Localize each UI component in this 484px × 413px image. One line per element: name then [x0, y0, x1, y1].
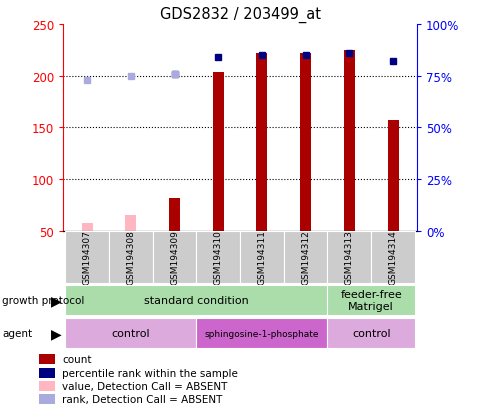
- Bar: [387, 121, 398, 231]
- Text: percentile rank within the sample: percentile rank within the sample: [62, 368, 238, 377]
- Bar: [65, 231, 109, 283]
- Text: ▶: ▶: [50, 294, 61, 308]
- Bar: [152, 231, 196, 283]
- Text: GSM194311: GSM194311: [257, 230, 266, 285]
- Text: GSM194310: GSM194310: [213, 230, 222, 285]
- Text: feeder-free
Matrigel: feeder-free Matrigel: [340, 290, 401, 311]
- Bar: [300, 54, 310, 231]
- Text: ▶: ▶: [50, 326, 61, 340]
- Bar: [39, 381, 55, 391]
- Text: growth protocol: growth protocol: [2, 296, 85, 306]
- Text: rank, Detection Call = ABSENT: rank, Detection Call = ABSENT: [62, 394, 222, 404]
- Bar: [256, 54, 267, 231]
- Bar: [327, 231, 370, 283]
- Bar: [283, 231, 327, 283]
- Bar: [39, 368, 55, 377]
- Title: GDS2832 / 203499_at: GDS2832 / 203499_at: [159, 7, 320, 24]
- Bar: [65, 286, 327, 316]
- Text: sphingosine-1-phosphate: sphingosine-1-phosphate: [204, 329, 318, 338]
- Text: control: control: [351, 328, 390, 339]
- Bar: [240, 231, 283, 283]
- Bar: [327, 286, 414, 316]
- Bar: [169, 198, 180, 231]
- Bar: [196, 231, 240, 283]
- Text: agent: agent: [2, 328, 32, 338]
- Bar: [327, 319, 414, 349]
- Text: GSM194312: GSM194312: [301, 230, 309, 285]
- Text: value, Detection Call = ABSENT: value, Detection Call = ABSENT: [62, 381, 227, 391]
- Text: standard condition: standard condition: [144, 295, 248, 306]
- Text: GSM194313: GSM194313: [344, 230, 353, 285]
- Text: GSM194307: GSM194307: [82, 230, 91, 285]
- Bar: [81, 223, 92, 231]
- Bar: [109, 231, 152, 283]
- Text: GSM194314: GSM194314: [388, 230, 397, 285]
- Bar: [39, 394, 55, 404]
- Text: GSM194308: GSM194308: [126, 230, 135, 285]
- Bar: [125, 216, 136, 231]
- Text: control: control: [111, 328, 150, 339]
- Bar: [65, 319, 196, 349]
- Bar: [212, 74, 223, 231]
- Bar: [343, 51, 354, 231]
- Text: GSM194309: GSM194309: [170, 230, 179, 285]
- Bar: [370, 231, 414, 283]
- Bar: [39, 354, 55, 364]
- Text: count: count: [62, 354, 91, 364]
- Bar: [196, 319, 327, 349]
